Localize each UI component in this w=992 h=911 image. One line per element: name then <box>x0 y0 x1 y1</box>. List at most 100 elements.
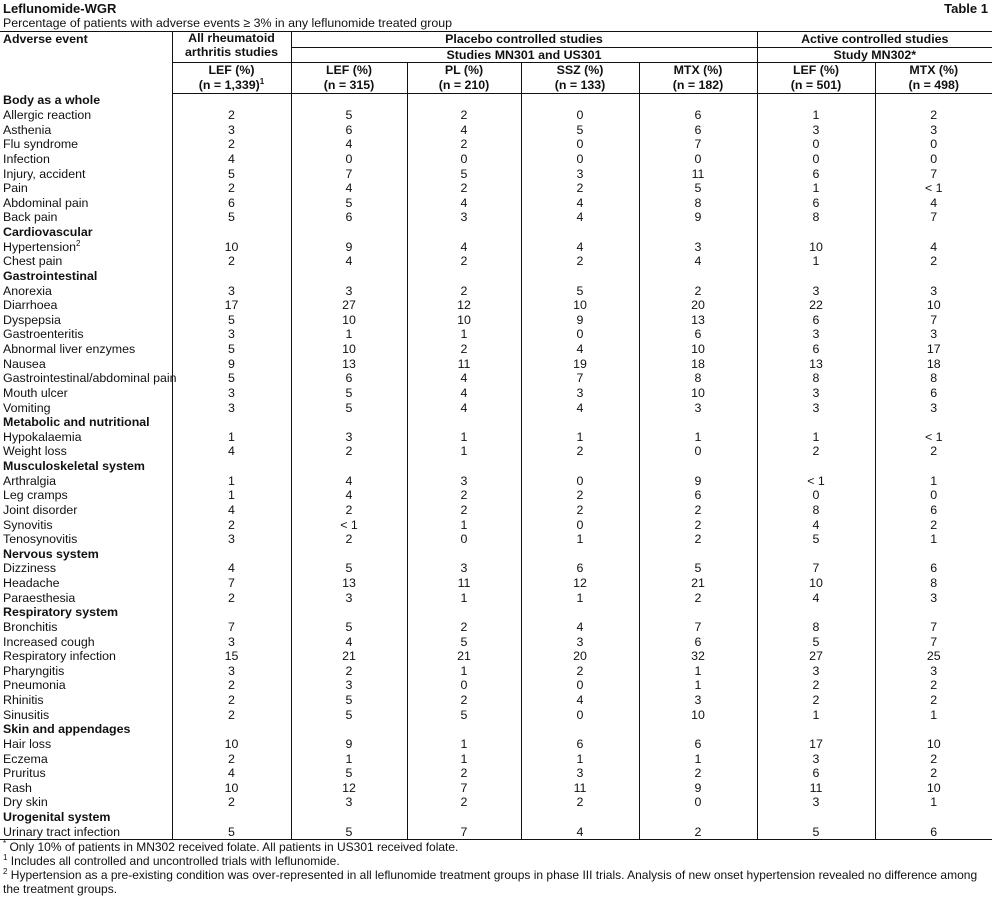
table-row: Paraesthesia 2 3 1 1 2 4 3 <box>0 590 992 606</box>
value-cell: 0 <box>756 488 875 503</box>
value-cell: 2 <box>874 108 992 123</box>
adverse-event-name: Bronchitis <box>3 619 58 634</box>
value-cell: 10 <box>290 312 407 328</box>
footnote: * Only 10% of patients in MN302 received… <box>3 840 989 855</box>
table-row: Weight loss 4 2 1 2 0 2 2 <box>0 444 992 459</box>
category-row: Metabolic and nutritional <box>0 415 992 430</box>
value-cell: 5 <box>171 342 291 357</box>
value-cell: 3 <box>756 327 875 342</box>
adverse-event-name: Eczema <box>3 751 48 766</box>
footnote: 1 Includes all controlled and uncontroll… <box>3 853 989 869</box>
adverse-event-name: Arthralgia <box>3 473 57 488</box>
value-cell: 12 <box>406 298 521 313</box>
empty-cell <box>756 93 875 108</box>
empty-cell <box>874 546 992 562</box>
category-row: Respiratory system <box>0 605 992 620</box>
value-cell: 4 <box>756 517 875 533</box>
value-cell: 18 <box>638 356 757 372</box>
category-row: Urogenital system <box>0 810 992 825</box>
value-cell: 20 <box>520 649 639 664</box>
col-active-controlled: Active controlled studies <box>756 31 992 48</box>
table-row: Eczema 2 1 1 1 1 3 2 <box>0 751 992 767</box>
empty-cell <box>290 810 407 825</box>
empty-cell <box>520 459 639 474</box>
value-cell: 8 <box>638 371 757 386</box>
value-cell: 5 <box>406 707 521 723</box>
empty-cell <box>520 93 639 108</box>
value-cell: 1 <box>406 590 521 606</box>
table-row: Abnormal liver enzymes 5 10 2 4 10 6 17 <box>0 342 992 357</box>
table-row: Hypertension2 10 9 4 4 3 10 4 <box>0 239 992 255</box>
empty-cell <box>520 810 639 825</box>
table-row: Hypokalaemia 1 3 1 1 1 1 < 1 <box>0 429 992 445</box>
value-cell: < 1 <box>756 473 875 489</box>
value-cell: 6 <box>638 108 757 123</box>
empty-cell <box>406 605 521 620</box>
value-cell: 1 <box>638 751 757 767</box>
value-cell: 2 <box>874 766 992 781</box>
value-cell: 2 <box>406 254 521 269</box>
column-n-value: (n = 498) <box>908 77 960 92</box>
adverse-event-name: Paraesthesia <box>3 590 76 605</box>
footnote-text: Includes all controlled and uncontrolled… <box>10 854 340 869</box>
value-cell: 3 <box>756 385 875 401</box>
value-cell: 6 <box>874 385 992 401</box>
value-cell: 1 <box>171 473 291 489</box>
value-cell: 3 <box>520 385 639 401</box>
value-cell: 6 <box>874 824 992 841</box>
value-cell: 1 <box>406 429 521 445</box>
value-cell: 2 <box>638 824 757 841</box>
value-cell: 5 <box>290 693 407 708</box>
value-cell: 3 <box>756 400 875 416</box>
value-cell: 5 <box>171 824 291 841</box>
table-row: Anorexia 3 3 2 5 2 3 3 <box>0 283 992 299</box>
empty-cell <box>406 268 521 284</box>
value-cell: 4 <box>406 239 521 255</box>
value-cell: 3 <box>171 385 291 401</box>
value-cell: 11 <box>406 356 521 372</box>
table-row: Joint disorder 4 2 2 2 2 8 6 <box>0 502 992 518</box>
table-row: Pain 2 4 2 2 5 1 < 1 <box>0 181 992 196</box>
footnote-marker: 1 <box>3 853 8 863</box>
value-cell: 6 <box>638 327 757 342</box>
value-cell: 5 <box>520 122 639 138</box>
column-n: (n = 1,339)1 <box>175 76 289 93</box>
column-n-value: (n = 133) <box>554 77 606 92</box>
value-cell: 3 <box>756 751 875 767</box>
value-cell: 5 <box>171 166 291 182</box>
table-row: Back pain 5 6 3 4 9 8 7 <box>0 210 992 225</box>
value-cell: 32 <box>638 649 757 664</box>
value-cell: 10 <box>171 780 291 796</box>
value-cell: 17 <box>756 736 875 752</box>
value-cell: 7 <box>874 210 992 225</box>
empty-cell <box>171 415 291 430</box>
value-cell: 9 <box>638 473 757 489</box>
value-cell: 3 <box>290 795 407 810</box>
table-row: Dizziness 4 5 3 6 5 7 6 <box>0 561 992 576</box>
value-cell: 1 <box>638 429 757 445</box>
value-cell: 2 <box>171 108 291 123</box>
value-cell: 7 <box>874 634 992 650</box>
empty-cell <box>406 93 521 108</box>
value-cell: 10 <box>756 576 875 591</box>
value-cell: 4 <box>406 122 521 138</box>
value-cell: 4 <box>406 195 521 211</box>
value-cell: 7 <box>874 619 992 635</box>
adverse-event-name: Allergic reaction <box>3 108 92 122</box>
empty-cell <box>290 546 407 562</box>
value-cell: 6 <box>874 502 992 518</box>
value-cell: 0 <box>290 151 407 167</box>
adverse-event-name: Asthenia <box>3 122 52 137</box>
empty-cell <box>406 225 521 240</box>
value-cell: 11 <box>756 780 875 796</box>
value-cell: 1 <box>756 429 875 445</box>
value-cell: 0 <box>406 532 521 547</box>
value-cell: 6 <box>520 736 639 752</box>
footnote-mark: 1 <box>259 76 265 86</box>
empty-cell <box>171 605 291 620</box>
table-row: Bronchitis 7 5 2 4 7 8 7 <box>0 619 992 635</box>
category-row: Cardiovascular <box>0 225 992 240</box>
value-cell: 2 <box>406 488 521 503</box>
adverse-event-name: Rhinitis <box>3 693 44 707</box>
value-cell: 21 <box>638 576 757 591</box>
